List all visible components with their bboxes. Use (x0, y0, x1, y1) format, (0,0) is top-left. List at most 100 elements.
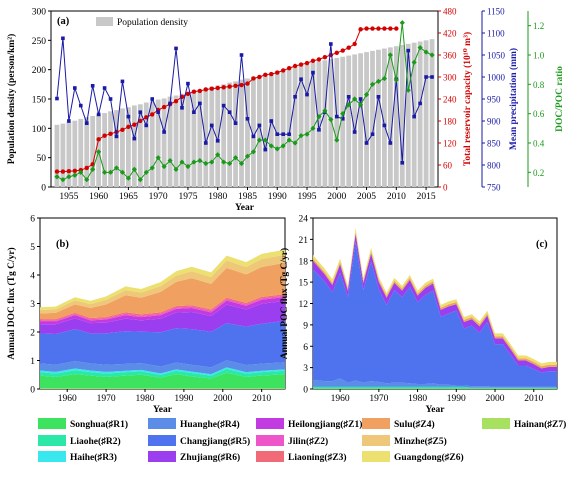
y-tick-label: 50 (37, 154, 47, 164)
series-point (280, 143, 286, 149)
x-axis-title: Year (153, 405, 173, 415)
series-point (334, 114, 339, 119)
series-point (370, 132, 375, 136)
series-point (132, 122, 137, 127)
density-bar (84, 117, 90, 187)
legend-label: Songhua(♯R1) (70, 419, 128, 430)
x-tick-label: 1960 (89, 192, 108, 202)
density-bar (328, 59, 334, 187)
x-tick-label: 1980 (408, 394, 427, 404)
series-point (406, 48, 411, 53)
y3-tick-label: 800 (487, 161, 501, 171)
area-series (313, 241, 557, 387)
series-point (257, 123, 262, 128)
series-point (256, 137, 262, 143)
series-point (173, 166, 179, 172)
y2-tick-label: 300 (443, 73, 457, 83)
legend-label: Liaoning(♯Z3) (288, 452, 347, 463)
series-point (239, 53, 244, 57)
density-bar (387, 47, 393, 187)
legend-swatch (362, 451, 390, 462)
legend-swatch (362, 435, 390, 446)
y-tick-label: 6 (30, 215, 35, 225)
density-bar (197, 89, 203, 187)
series-point (418, 101, 422, 106)
density-bar (245, 78, 250, 187)
x-tick-label: 1970 (369, 394, 388, 404)
series-point (352, 41, 357, 47)
y-tick-label: 6 (303, 343, 308, 353)
series-point (328, 116, 334, 123)
series-line (56, 28, 397, 173)
density-bar (221, 84, 227, 187)
series-point (275, 70, 280, 75)
area-series (40, 368, 285, 379)
series-point (149, 165, 155, 171)
y3-tick-label: 900 (487, 117, 501, 127)
y-tick-label: 24 (299, 215, 309, 225)
series-point (84, 121, 89, 125)
area-series (40, 294, 285, 321)
series-point (292, 140, 298, 146)
series-point (322, 108, 328, 114)
density-bar (262, 73, 268, 187)
series-point (399, 20, 405, 26)
y-axis-title: Annual DOC flux (Tg C/yr) (6, 247, 17, 359)
series-point (185, 91, 191, 97)
series-point (137, 177, 143, 183)
density-bar (251, 76, 256, 187)
density-bar (358, 53, 363, 187)
density-bar (131, 105, 137, 187)
series-point (363, 92, 370, 98)
series-point (417, 45, 423, 51)
series-point (119, 169, 126, 175)
series-point (263, 72, 268, 78)
series-point (245, 81, 250, 86)
series-point (221, 159, 227, 165)
series-point (209, 86, 214, 91)
y2-tick-label: 420 (443, 29, 457, 39)
series-point (257, 74, 262, 80)
series-point (358, 97, 363, 101)
density-bar (179, 93, 185, 187)
series-point (84, 165, 89, 171)
series-point (393, 77, 399, 83)
series-point (179, 159, 185, 165)
series-point (227, 84, 232, 89)
x-tick-label: 2010 (387, 192, 406, 202)
x-tick-label: 2015 (417, 192, 436, 202)
density-bar (126, 107, 131, 187)
density-bar (137, 104, 143, 187)
series-point (310, 125, 316, 131)
density-bar (417, 41, 423, 187)
y4-tick-label: 0.4 (533, 139, 545, 149)
series-point (251, 76, 256, 81)
series-point (394, 26, 399, 31)
legend-swatch (256, 451, 284, 462)
series-point (90, 84, 95, 88)
density-bar (256, 75, 262, 187)
series-point (346, 102, 352, 108)
density-bar (215, 85, 221, 187)
series-point (424, 75, 428, 79)
series-point (281, 132, 285, 136)
legend-label: Sulu(♯Z4) (394, 419, 435, 430)
panel-c: 1960 1970 1980 1990 2000 2010 Year 0 3 6 9 12 15 18 21… (279, 215, 558, 415)
series-point (155, 155, 161, 161)
series-point (73, 86, 77, 90)
panel-label: (c) (536, 239, 548, 250)
series-point (180, 106, 184, 110)
series-point (143, 169, 149, 175)
density-bar (167, 96, 173, 187)
density-bar (393, 46, 399, 188)
density-bar (108, 111, 113, 187)
series-point (101, 169, 108, 175)
series-point (310, 58, 316, 64)
series-point (262, 137, 268, 143)
x-tick-label: 1985 (238, 192, 257, 202)
y-tick-label: 9 (303, 321, 308, 331)
series-point (298, 62, 304, 67)
series-point (66, 169, 72, 174)
series-point (66, 174, 72, 180)
y-tick-label: 0 (41, 184, 46, 194)
